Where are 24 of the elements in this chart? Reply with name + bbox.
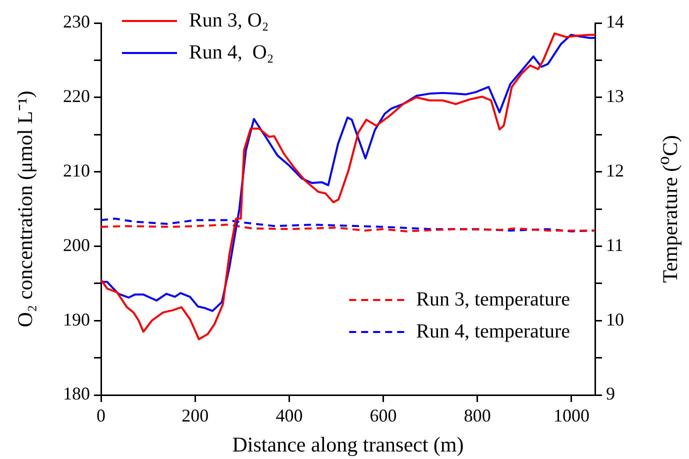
y-tick-label: 210 <box>63 160 90 181</box>
x-tick-label: 800 <box>464 406 491 426</box>
x-tick-label: 400 <box>276 406 303 426</box>
x-axis-title: Distance along transect (m) <box>232 432 464 458</box>
legend-label: Run 3, temperature <box>416 288 570 310</box>
y2-tick-label: 14 <box>606 12 624 32</box>
x-tick-label: 1000 <box>553 406 590 426</box>
y2-tick-label: 13 <box>606 86 624 106</box>
x-tick-label: 600 <box>370 406 397 426</box>
x-tick-label: 200 <box>182 406 209 426</box>
y-axis-title: O₂ concentration (μmol L⁻¹) <box>12 90 38 328</box>
x-tick-label: 0 <box>96 406 106 426</box>
legend-label: Run 4, O₂ <box>189 41 274 64</box>
y-tick-label: 180 <box>63 384 90 404</box>
legend-label: Run 4, temperature <box>416 320 570 342</box>
y-tick-label: 200 <box>63 234 90 255</box>
y-tick-label: 190 <box>63 309 90 330</box>
y-tick-label: 220 <box>63 86 90 106</box>
legend-label: Run 3, O₂ <box>189 9 269 32</box>
y2-tick-label: 12 <box>606 160 624 181</box>
y-tick-label: 230 <box>63 12 90 32</box>
y2-tick-label: 9 <box>606 384 615 404</box>
y2-tick-label: 10 <box>606 309 624 330</box>
y2-tick-label: 11 <box>606 234 624 255</box>
